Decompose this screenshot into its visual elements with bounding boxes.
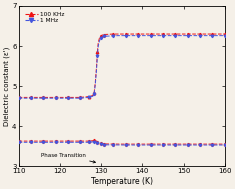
Text: Phase Transition: Phase Transition (41, 153, 95, 163)
X-axis label: Temperature (K): Temperature (K) (91, 177, 153, 186)
Y-axis label: Dielectric constant (ε'): Dielectric constant (ε') (4, 46, 10, 126)
Legend: 100 KHz, 1 MHz: 100 KHz, 1 MHz (24, 11, 66, 24)
